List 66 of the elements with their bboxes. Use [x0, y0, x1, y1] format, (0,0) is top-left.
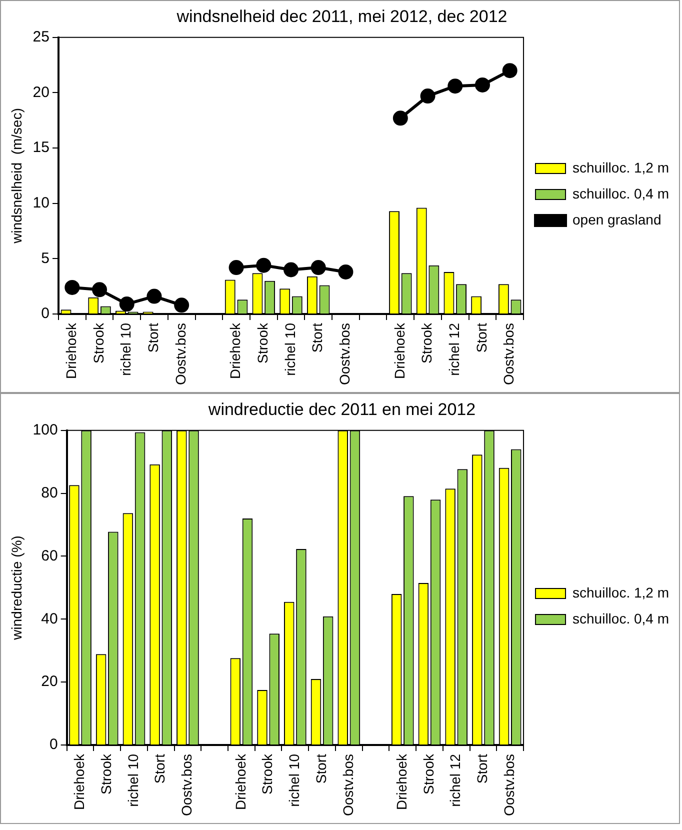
x-tick-label: richel 10 [124, 754, 141, 807]
legend-label: open grasland [572, 211, 662, 228]
x-tick-label: Driehoek [393, 753, 410, 810]
x-tick-label: Oostv.bos [172, 323, 188, 386]
x-tick-label: richel 10 [282, 322, 298, 376]
chart-title: windsnelheid dec 2011, mei 2012, dec 2012 [176, 6, 508, 26]
x-tick-label: Strook [259, 753, 276, 794]
x-tick-label: Oostv.bos [336, 323, 353, 386]
y-tick-label: 25 [32, 28, 50, 46]
point [146, 288, 162, 304]
x-tick-label: Strook [418, 322, 435, 364]
x-tick-label: Strook [254, 322, 271, 364]
point [420, 88, 436, 104]
x-tick-label: Stort [473, 322, 490, 353]
point [392, 110, 408, 126]
x-tick-label: Driehoek [232, 753, 248, 810]
x-tick-label: Oostv.bos [500, 323, 517, 386]
y-tick-label: 10 [32, 194, 50, 212]
x-tick-label: Stort [152, 754, 168, 784]
point [119, 296, 134, 312]
legend-label: schuilloc. 1,2 m [572, 584, 669, 600]
point [310, 260, 326, 276]
point [174, 298, 190, 313]
x-tick-label: Oostv.bos [500, 754, 517, 816]
x-tick-label: Strook [98, 753, 114, 794]
y-tick-label: 15 [32, 139, 50, 156]
y-tick-label: 0 [49, 736, 58, 754]
x-tick-label: Stort [309, 322, 326, 353]
point [284, 262, 298, 278]
y-tick-label: 5 [41, 250, 50, 267]
x-tick-label: Stort [474, 754, 490, 784]
y-axis-title: windreductie (%) [8, 536, 24, 641]
legend-label: schuilloc. 0,4 m [572, 610, 669, 626]
x-tick-label: Driehoek [391, 322, 408, 380]
x-tick-label: richel 12 [446, 322, 462, 376]
y-tick-label: 20 [41, 673, 58, 690]
x-tick-label: richel 12 [447, 754, 464, 807]
x-tick-label: Driehoek [71, 753, 88, 810]
x-tick-label: Driehoek [227, 322, 244, 380]
x-tick-label: Strook [90, 322, 106, 364]
y-tick-label: 100 [32, 422, 58, 439]
point [64, 280, 80, 295]
x-tick-label: Oostv.bos [178, 754, 195, 816]
point [228, 260, 244, 276]
x-tick-label: richel 10 [118, 322, 134, 376]
y-tick-label: 60 [41, 547, 58, 564]
y-tick-label: 40 [41, 610, 58, 628]
point [256, 258, 272, 273]
point [92, 282, 108, 298]
x-tick-label: Oostv.bos [340, 754, 356, 816]
chart-title: windreductie dec 2011 en mei 2012 [207, 400, 476, 419]
x-tick-label: Driehoek [63, 322, 80, 380]
point [338, 264, 354, 280]
x-tick-label: Stort [145, 322, 162, 353]
y-tick-label: 0 [41, 305, 50, 322]
y-tick-label: 80 [41, 484, 58, 502]
y-tick-label: 20 [32, 84, 50, 101]
point [502, 63, 518, 78]
x-tick-label: Stort [312, 754, 329, 784]
legend-label: schuilloc. 1,2 m [572, 159, 669, 176]
x-tick-label: richel 10 [286, 754, 302, 807]
point [448, 78, 463, 94]
legend-label: schuilloc. 0,4 m [572, 185, 669, 202]
y-axis-title: windsnelheid (m/sec) [8, 108, 24, 244]
x-tick-label: Strook [420, 753, 436, 794]
point [474, 77, 490, 92]
